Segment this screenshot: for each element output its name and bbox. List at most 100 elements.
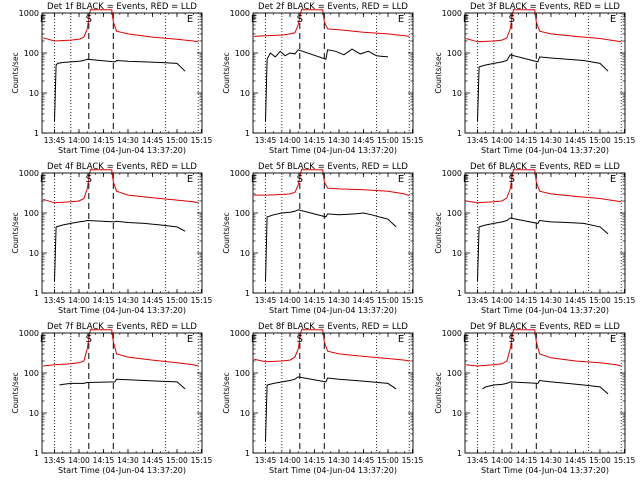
x-tick-label: 15:00 [377,296,399,305]
panel-det-7f: Det 7f BLACK = Events, RED = LLD 1 10 100 10… [11,322,212,475]
panel-title: Det 7f BLACK = Events, RED = LLD [47,322,197,332]
y-tick-label: 1 [34,289,39,298]
panel-det-6f: Det 6f BLACK = Events, RED = LLD 1 10 100 10… [434,162,635,315]
series-line-events [265,209,397,282]
x-axis-label: Start Time (04-Jun-04 13:37:20) [481,146,609,155]
x-tick-label: 14:45 [565,296,587,305]
marker-label-e: E [463,174,469,185]
series-line-lld [465,9,622,43]
x-tick-label: 13:45 [467,456,489,465]
y-tick-label: 100 [24,369,39,378]
y-tick-label: 1000 [19,329,39,338]
plot-frame [252,332,414,454]
y-axis-label: Counts/sec [222,212,231,253]
series-line-events [477,54,609,122]
y-axis-label: Counts/sec [222,372,231,413]
x-tick-label: 15:00 [166,456,188,465]
series-line-lld [42,9,199,43]
marker-label-s: S [509,174,515,185]
y-tick-label: 10 [29,409,39,418]
panel-title: Det 8f BLACK = Events, RED = LLD [258,322,408,332]
x-tick-label: 15:15 [614,136,636,145]
x-tick-label: 15:00 [589,136,611,145]
x-tick-label: 15:00 [166,296,188,305]
marker-label-e: E [398,174,404,185]
x-tick-label: 14:15 [304,296,326,305]
x-tick-label: 14:30 [540,456,562,465]
x-tick-label: 15:15 [191,136,213,145]
plot-frame [252,172,414,294]
x-tick-label: 13:45 [255,296,277,305]
y-axis-label: Counts/sec [11,212,20,253]
marker-label-e: E [187,334,193,345]
plot-frame [464,12,626,134]
series-line-events [54,58,186,122]
x-tick-label: 14:30 [117,456,139,465]
y-tick-label: 10 [452,249,462,258]
marker-label-e: E [187,14,193,25]
y-tick-label: 1000 [442,169,462,178]
panel-title: Det 1f BLACK = Events, RED = LLD [47,2,197,12]
x-tick-label: 13:45 [255,136,277,145]
y-axis-label: Counts/sec [434,52,443,93]
x-tick-label: 14:45 [142,296,164,305]
x-tick-label: 14:45 [353,136,375,145]
x-axis-label: Start Time (04-Jun-04 13:37:20) [481,466,609,475]
marker-label-s: S [86,14,92,25]
x-tick-label: 14:15 [304,456,326,465]
x-tick-label: 14:00 [491,296,513,305]
x-tick-label: 14:30 [328,136,350,145]
series-line-lld [254,9,410,37]
x-tick-label: 14:30 [117,296,139,305]
y-tick-label: 100 [24,49,39,58]
x-tick-label: 14:00 [68,296,90,305]
x-axis-label: Start Time (04-Jun-04 13:37:20) [269,306,397,315]
x-tick-label: 15:00 [377,136,399,145]
marker-label-e: E [187,174,193,185]
x-tick-label: 14:00 [491,456,513,465]
x-tick-label: 14:00 [68,456,90,465]
y-tick-label: 1000 [19,9,39,18]
panel-det-4f: Det 4f BLACK = Events, RED = LLD 1 10 100 10… [11,162,212,315]
y-tick-label: 10 [240,89,250,98]
x-tick-label: 15:00 [377,456,399,465]
plot-frame [464,172,626,294]
x-tick-label: 15:15 [614,456,636,465]
x-tick-label: 14:45 [353,456,375,465]
x-tick-label: 14:45 [142,456,164,465]
y-tick-label: 1 [245,129,250,138]
x-tick-label: 14:30 [540,136,562,145]
y-tick-label: 10 [452,89,462,98]
y-tick-label: 1000 [230,329,250,338]
panel-det-5f: Det 5f BLACK = Events, RED = LLD 1 10 100 10… [222,162,423,315]
x-tick-label: 13:45 [467,296,489,305]
x-axis-label: Start Time (04-Jun-04 13:37:20) [269,146,397,155]
marker-label-s: S [86,174,92,185]
series-line-events [482,379,609,395]
x-tick-label: 15:15 [402,136,424,145]
x-axis-label: Start Time (04-Jun-04 13:37:20) [269,466,397,475]
panel-det-8f: Det 8f BLACK = Events, RED = LLD 1 10 100 10… [222,322,423,475]
marker-label-e: E [398,14,404,25]
x-tick-label: 14:30 [328,296,350,305]
x-axis-label: Start Time (04-Jun-04 13:37:20) [58,306,186,315]
y-axis-label: Counts/sec [434,372,443,413]
x-tick-label: 15:15 [191,456,213,465]
y-tick-label: 1000 [230,169,250,178]
y-tick-label: 100 [447,209,462,218]
marker-label-e: E [251,174,257,185]
x-tick-label: 13:45 [44,296,66,305]
x-tick-label: 13:45 [44,136,66,145]
series-line-lld [253,329,410,363]
y-tick-label: 10 [29,89,39,98]
y-tick-label: 1000 [442,329,462,338]
marker-label-s: S [297,334,303,345]
marker-label-e: E [251,14,257,25]
marker-label-e: E [398,334,404,345]
x-tick-label: 14:15 [93,296,115,305]
y-axis-label: Counts/sec [222,52,231,93]
x-tick-label: 15:00 [166,136,188,145]
marker-label-e: E [40,334,46,345]
panel-title: Det 2f BLACK = Events, RED = LLD [258,2,408,12]
panel-title: Det 3f BLACK = Events, RED = LLD [470,2,620,12]
